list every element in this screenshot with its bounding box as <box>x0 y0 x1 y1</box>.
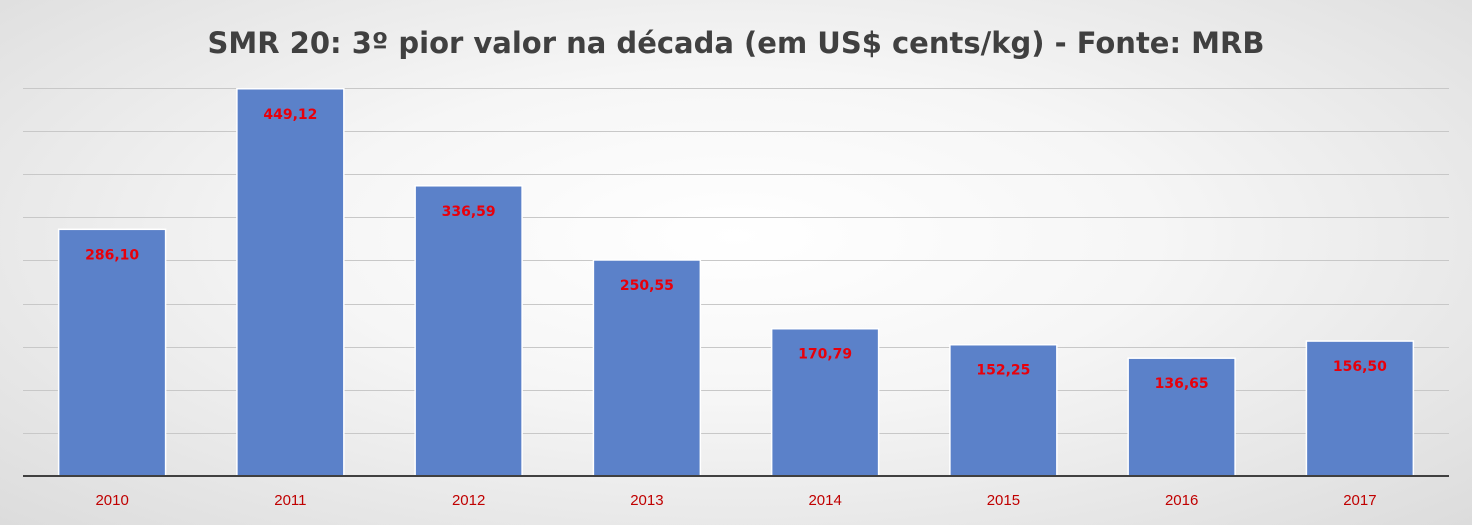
data-label-2016: 136,65 <box>1155 376 1209 392</box>
bar-2013 <box>592 259 702 477</box>
bar-2010 <box>57 228 167 477</box>
chart-title: SMR 20: 3º pior valor na década (em US$ … <box>208 26 1265 60</box>
data-label-2010: 286,10 <box>85 247 139 263</box>
x-tick-label-2014: 2014 <box>808 492 841 509</box>
data-label-2013: 250,55 <box>620 278 674 294</box>
x-tick-label-2010: 2010 <box>95 492 128 509</box>
bars <box>57 88 1415 477</box>
x-tick-label-2015: 2015 <box>987 492 1020 509</box>
data-label-2014: 170,79 <box>798 347 852 363</box>
x-axis-tick-labels: 2010 2011 2012 2013 2014 2015 2016 2017 <box>95 492 1376 509</box>
data-label-2011: 449,12 <box>263 107 317 123</box>
x-tick-label-2017: 2017 <box>1343 492 1376 509</box>
x-tick-label-2012: 2012 <box>452 492 485 509</box>
x-tick-label-2013: 2013 <box>630 492 663 509</box>
data-label-2015: 152,25 <box>976 363 1030 379</box>
data-label-2012: 336,59 <box>442 204 496 220</box>
bar-2012 <box>414 185 523 477</box>
x-tick-label-2016: 2016 <box>1165 492 1198 509</box>
data-labels: 286,10 449,12 336,59 250,55 170,79 152,25 136,… <box>85 107 1387 392</box>
data-label-2017: 156,50 <box>1333 359 1387 375</box>
bar-2011 <box>236 88 345 477</box>
x-tick-label-2011: 2011 <box>274 492 306 509</box>
